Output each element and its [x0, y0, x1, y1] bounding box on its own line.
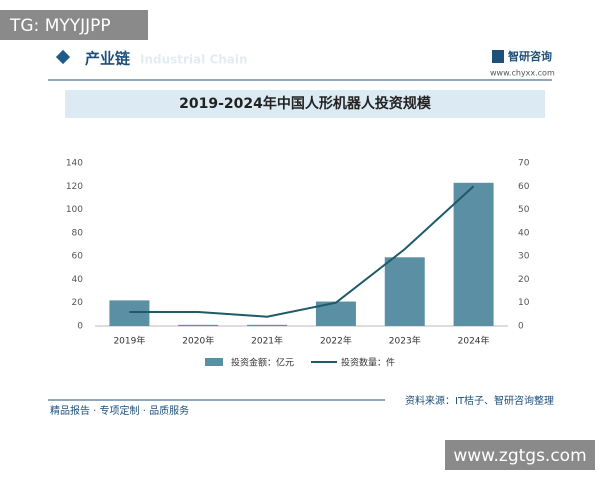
plot: 0 20 40 60 80 100 120 140 0 10 20 30 40 50 60 70 2019年 20…: [66, 159, 530, 369]
source-text: 资料来源：IT桔子、智研咨询整理: [405, 394, 554, 407]
line: [129, 185, 475, 318]
x-tick-label: 2024年: [458, 335, 490, 347]
y-tick-label: 0: [77, 322, 83, 332]
y-tick-label: 140: [66, 159, 83, 169]
x-tick-label: 2021年: [251, 335, 283, 347]
y-tick-label: 120: [66, 182, 83, 192]
y2-tick-label: 10: [518, 298, 530, 308]
section-title: 产业链: [85, 50, 131, 68]
legend-label: 投资金额：亿元: [231, 357, 294, 369]
chart-title: 2019-2024年中国人形机器人投资规模: [179, 95, 432, 112]
brand-url: www.chyxx.com: [490, 69, 555, 78]
y2-tick-label: 30: [518, 252, 530, 262]
bar: [453, 182, 494, 326]
y-tick-label: 100: [66, 205, 83, 215]
footer-text: 精品报告 · 专项定制 · 品质服务: [50, 404, 189, 417]
x-tick-label: 2020年: [182, 335, 214, 347]
y-tick-label: 20: [72, 298, 84, 308]
y2-tick-label: 50: [518, 205, 530, 215]
x-tick-label: 2023年: [389, 335, 421, 347]
section-subtitle: Industrial Chain: [140, 53, 248, 67]
watermark-box: [445, 440, 595, 470]
bar: [247, 324, 288, 326]
brand-logo: [492, 50, 504, 63]
bar: [109, 300, 150, 326]
y2-tick-label: 60: [518, 182, 530, 192]
tag-text: TG: MYYJJPP: [9, 16, 111, 36]
y-tick-label: 80: [72, 228, 84, 238]
y2-tick-label: 40: [518, 228, 530, 238]
x-tick-label: 2022年: [320, 335, 352, 347]
legend-label: 投资数量：件: [341, 357, 395, 369]
y2-tick-label: 0: [518, 322, 524, 332]
tag-box: [0, 10, 148, 40]
watermark-text: www.zgtgs.com: [453, 446, 586, 466]
y-tick-label: 60: [72, 252, 84, 262]
legend-swatch: [205, 358, 223, 366]
title-bar: [65, 90, 545, 118]
y-tick-label: 40: [72, 275, 84, 285]
bar: [178, 324, 219, 326]
y2-tick-label: 70: [518, 159, 530, 169]
brand-name: 智研咨询: [508, 49, 552, 63]
y2-tick-label: 20: [518, 275, 530, 285]
bar: [384, 257, 425, 326]
x-tick-label: 2019年: [113, 335, 145, 347]
